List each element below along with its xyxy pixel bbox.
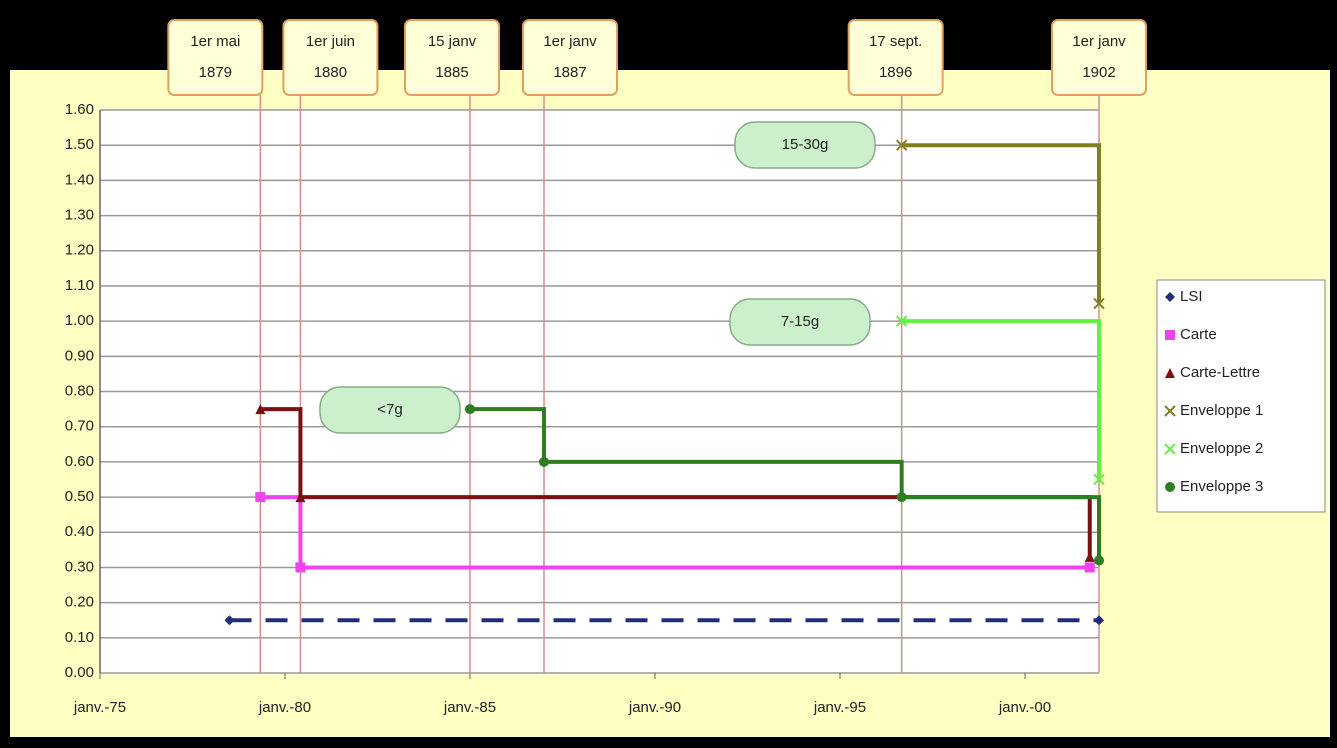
point bbox=[1084, 551, 1095, 562]
date-box bbox=[404, 19, 500, 96]
date-label: 1er janv bbox=[1072, 33, 1126, 50]
x-tick-label: janv.-85 bbox=[443, 699, 496, 716]
point bbox=[896, 492, 907, 503]
y-tick-label: 0.10 bbox=[65, 629, 94, 646]
weight-pill bbox=[319, 386, 461, 434]
date-label: 1885 bbox=[435, 64, 468, 81]
y-tick-label: 0.60 bbox=[65, 453, 94, 470]
x-tick-label: janv.-00 bbox=[998, 699, 1051, 716]
date-box bbox=[522, 19, 618, 96]
weight-label: <7g bbox=[377, 401, 402, 418]
y-tick-label: 0.40 bbox=[65, 523, 94, 540]
legend-box bbox=[1156, 279, 1326, 513]
legend-marker bbox=[1165, 368, 1175, 378]
y-tick-label: 1.60 bbox=[65, 101, 94, 118]
y-tick-label: 0.80 bbox=[65, 382, 94, 399]
date-box bbox=[282, 19, 379, 96]
point bbox=[1093, 297, 1105, 310]
y-tick-label: 1.20 bbox=[65, 242, 94, 259]
y-tick-label: 1.40 bbox=[65, 171, 94, 188]
legend-marker bbox=[1164, 405, 1176, 417]
legend-marker bbox=[1165, 292, 1175, 302]
x-tick-label: janv.-75 bbox=[73, 699, 126, 716]
point bbox=[1094, 615, 1104, 626]
point bbox=[539, 456, 549, 467]
y-tick-label: 1.50 bbox=[65, 136, 94, 153]
y-tick-label: 0.90 bbox=[65, 347, 94, 364]
legend-label: Enveloppe 2 bbox=[1180, 440, 1263, 457]
x-tick-label: janv.-80 bbox=[258, 699, 311, 716]
date-label: 1896 bbox=[879, 64, 912, 81]
date-label: 1880 bbox=[314, 64, 347, 81]
weight-pill bbox=[729, 298, 871, 346]
y-tick-label: 0.70 bbox=[65, 418, 94, 435]
date-box bbox=[847, 19, 944, 96]
date-box bbox=[1051, 19, 1147, 96]
legend-marker bbox=[1165, 330, 1175, 340]
x-tick-label: janv.-90 bbox=[628, 699, 681, 716]
weight-label: 15-30g bbox=[782, 136, 829, 153]
y-tick-label: 0.50 bbox=[65, 488, 94, 505]
legend-label: Carte-Lettre bbox=[1180, 364, 1260, 381]
legend-marker bbox=[1164, 443, 1176, 455]
date-label: 1887 bbox=[553, 64, 586, 81]
date-label: 15 janv bbox=[428, 33, 477, 50]
date-label: 17 sept. bbox=[869, 33, 922, 50]
weight-pill bbox=[734, 121, 876, 169]
legend-label: Enveloppe 1 bbox=[1180, 402, 1263, 419]
x-tick-label: janv.-95 bbox=[813, 699, 866, 716]
y-tick-label: 0.00 bbox=[65, 664, 94, 681]
point bbox=[255, 404, 266, 415]
step-line bbox=[901, 319, 1101, 480]
legend-label: Enveloppe 3 bbox=[1180, 478, 1263, 495]
legend-marker bbox=[1165, 482, 1175, 492]
point bbox=[1093, 473, 1105, 486]
date-box bbox=[167, 19, 264, 96]
step-line bbox=[470, 407, 1101, 561]
legend-label: LSI bbox=[1180, 288, 1203, 305]
point bbox=[895, 315, 908, 327]
step-line bbox=[260, 495, 1090, 570]
y-tick-label: 0.20 bbox=[65, 594, 94, 611]
date-label: 1879 bbox=[199, 64, 232, 81]
date-label: 1er mai bbox=[190, 33, 240, 50]
point bbox=[295, 492, 306, 503]
point bbox=[224, 615, 235, 626]
legend-label: Carte bbox=[1180, 326, 1217, 343]
y-tick-label: 1.00 bbox=[65, 312, 94, 329]
y-tick-label: 1.10 bbox=[65, 277, 94, 294]
point bbox=[895, 139, 908, 151]
date-label: 1er janv bbox=[543, 33, 597, 50]
y-tick-label: 0.30 bbox=[65, 558, 94, 575]
date-label: 1902 bbox=[1082, 64, 1115, 81]
step-line bbox=[901, 143, 1101, 304]
point bbox=[1094, 555, 1104, 566]
point bbox=[1084, 562, 1095, 573]
point bbox=[465, 404, 475, 415]
y-tick-label: 1.30 bbox=[65, 207, 94, 224]
weight-label: 7-15g bbox=[781, 313, 819, 330]
date-label: 1er juin bbox=[306, 33, 355, 50]
point bbox=[255, 492, 266, 503]
point bbox=[295, 562, 306, 573]
